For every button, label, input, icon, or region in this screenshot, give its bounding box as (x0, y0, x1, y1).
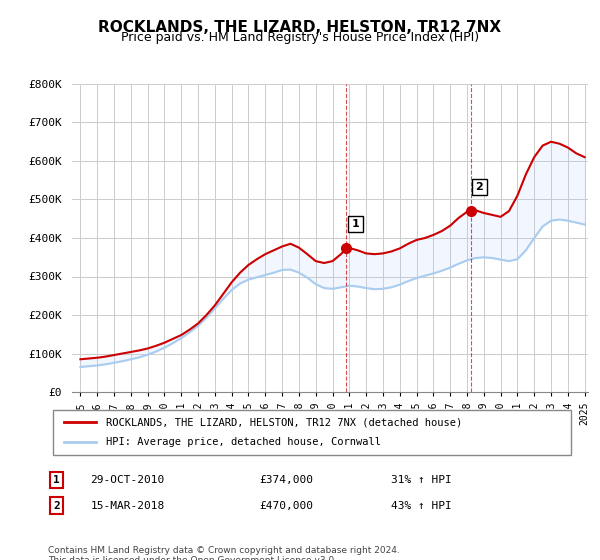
Text: 31% ↑ HPI: 31% ↑ HPI (391, 475, 452, 485)
Text: 1: 1 (352, 219, 359, 229)
Text: Price paid vs. HM Land Registry's House Price Index (HPI): Price paid vs. HM Land Registry's House … (121, 31, 479, 44)
Text: ROCKLANDS, THE LIZARD, HELSTON, TR12 7NX (detached house): ROCKLANDS, THE LIZARD, HELSTON, TR12 7NX… (106, 417, 463, 427)
Text: 2: 2 (53, 501, 60, 511)
Text: £470,000: £470,000 (259, 501, 313, 511)
Text: Contains HM Land Registry data © Crown copyright and database right 2024.
This d: Contains HM Land Registry data © Crown c… (48, 546, 400, 560)
Text: 15-MAR-2018: 15-MAR-2018 (90, 501, 164, 511)
Text: 29-OCT-2010: 29-OCT-2010 (90, 475, 164, 485)
Text: 2: 2 (476, 182, 484, 192)
Text: HPI: Average price, detached house, Cornwall: HPI: Average price, detached house, Corn… (106, 437, 381, 447)
Text: ROCKLANDS, THE LIZARD, HELSTON, TR12 7NX: ROCKLANDS, THE LIZARD, HELSTON, TR12 7NX (98, 20, 502, 35)
Text: £374,000: £374,000 (259, 475, 313, 485)
Text: 43% ↑ HPI: 43% ↑ HPI (391, 501, 452, 511)
FancyBboxPatch shape (53, 410, 571, 455)
Text: 1: 1 (53, 475, 60, 485)
